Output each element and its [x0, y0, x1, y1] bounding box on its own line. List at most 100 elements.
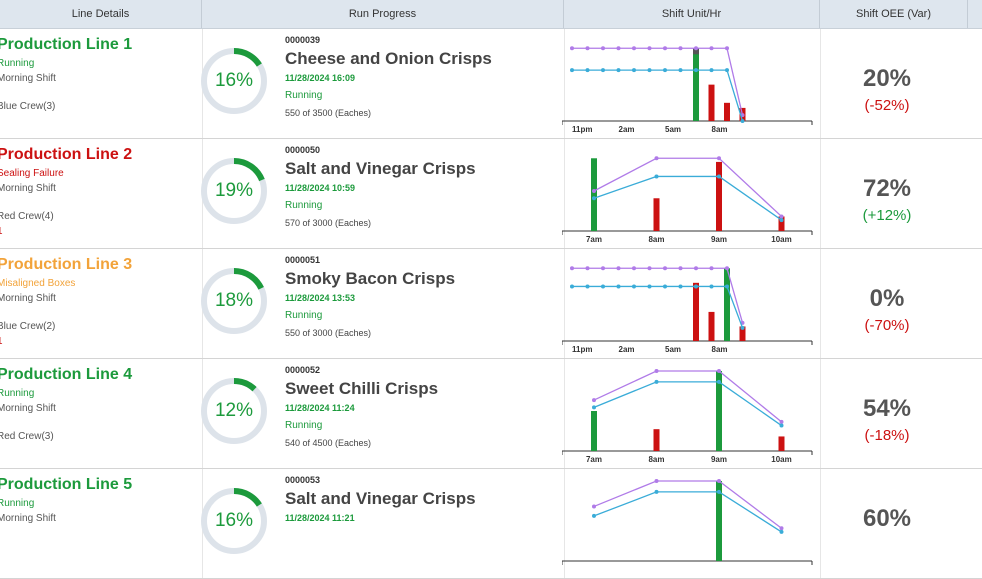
target-line-point [678, 266, 683, 271]
x-tick-label: 7am [586, 455, 602, 464]
x-tick-label: 10am [771, 235, 791, 244]
progress-ring-fill [201, 158, 267, 224]
x-tick-label: 8am [648, 235, 664, 244]
table-row[interactable]: Production Line 4 Running Morning Shift Red… [0, 359, 982, 469]
actual-line [572, 285, 744, 329]
x-tick-label: 11pm [572, 345, 592, 354]
unit-bar [739, 326, 746, 341]
x-tick-label: 8am [712, 125, 728, 134]
target-line [593, 370, 782, 423]
x-tick-label: 5am [665, 125, 681, 134]
table-row[interactable]: Production Line 1 Running Morning Shift Blu… [0, 29, 982, 139]
unit-bar [716, 161, 722, 231]
x-tick-label: 8am [712, 345, 728, 354]
actual-line-point [654, 489, 659, 494]
table-row[interactable]: Production Line 2 Sealing Failure Morning … [0, 139, 982, 249]
column-divider [820, 469, 821, 578]
unit-bar [724, 102, 730, 121]
actual-line-point [632, 284, 636, 289]
line-name[interactable]: Production Line 4 [0, 366, 133, 383]
column-divider [564, 359, 565, 468]
run-status: Running [285, 420, 323, 431]
run-start-time: 11/28/2024 13:53 [285, 293, 356, 303]
column-header-shift-oee[interactable]: Shift OEE (Var) [820, 0, 968, 28]
unit-bar [724, 268, 730, 341]
target-line-point [592, 504, 596, 509]
shift-oee: 0% [869, 285, 905, 312]
unit-per-hour-chart: 11pm 2am 5am 8am [562, 266, 813, 354]
product-name[interactable]: Salt and Vinegar Crisps [285, 489, 476, 508]
actual-line-point [694, 68, 698, 73]
table-row[interactable]: Production Line 5 Running Morning Shift 16%… [0, 469, 982, 579]
actual-line [593, 175, 782, 221]
run-quantity: 540 of 4500 (Eaches) [285, 438, 372, 448]
shift-oee: 20% [862, 65, 912, 92]
progress-ring [201, 378, 267, 444]
shift-oee: 54% [862, 395, 912, 422]
column-header-shift-unit-hr[interactable]: Shift Unit/Hr [564, 0, 820, 28]
actual-line [572, 69, 744, 122]
column-divider [564, 469, 565, 578]
product-name[interactable]: Salt and Vinegar Crisps [285, 159, 476, 178]
target-line-point [779, 526, 784, 531]
target-line-point [585, 266, 590, 271]
target-line-point [725, 46, 729, 51]
product-name[interactable]: Smoky Bacon Crisps [285, 269, 456, 288]
actual-line-point [601, 284, 605, 289]
run-status: Running [285, 90, 323, 101]
actual-line-point [779, 423, 784, 428]
column-divider [820, 249, 821, 358]
actual-line-point [585, 68, 590, 73]
x-tick-label: 2am [619, 125, 635, 134]
job-number: 0000051 [285, 255, 321, 265]
line-name[interactable]: Production Line 1 [0, 36, 133, 53]
target-line [593, 157, 782, 217]
unit-bar [716, 371, 722, 451]
line-shift: Morning Shift [0, 513, 56, 524]
x-tick-label: 7am [586, 235, 602, 244]
table-row[interactable]: Production Line 3 Misaligned Boxes Morning… [0, 249, 982, 359]
run-start-time: 11/28/2024 11:24 [285, 403, 355, 413]
target-line-point [694, 46, 698, 51]
target-line-point [663, 46, 667, 51]
job-number: 0000052 [285, 365, 321, 375]
unit-bar [693, 48, 699, 121]
progress-percent: 18% [214, 290, 254, 311]
line-name[interactable]: Production Line 3 [0, 256, 133, 273]
actual-line [593, 491, 782, 533]
table-header: Line Details Run Progress Shift Unit/Hr … [0, 0, 982, 29]
column-header-line-details[interactable]: Line Details [0, 0, 202, 28]
progress-ring-fill [201, 378, 267, 444]
target-line-point [663, 266, 667, 271]
target-line-point [717, 369, 721, 373]
product-name[interactable]: Cheese and Onion Crisps [285, 49, 492, 68]
target-line-point [647, 46, 652, 51]
run-quantity: 550 of 3500 (Eaches) [285, 108, 372, 118]
job-number: 0000053 [285, 475, 321, 485]
column-header-run-progress[interactable]: Run Progress [202, 0, 564, 28]
unit-bar [778, 436, 785, 451]
target-line-point [601, 266, 605, 271]
unit-bar [693, 282, 699, 341]
actual-line-point [585, 284, 590, 289]
progress-percent: 12% [214, 400, 254, 421]
actual-line-point [654, 174, 659, 179]
unit-per-hour-chart: 7am 8am 9am 10am [562, 156, 813, 244]
actual-line-point [570, 68, 574, 73]
job-number: 0000050 [285, 145, 321, 155]
actual-line-point [717, 489, 721, 494]
line-name[interactable]: Production Line 2 [0, 146, 133, 163]
product-name[interactable]: Sweet Chilli Crisps [285, 379, 439, 398]
actual-line-point [616, 68, 621, 73]
target-line-point [592, 189, 596, 193]
line-status: Running [0, 498, 35, 509]
target-line-point [570, 266, 574, 271]
x-tick-label: 10am [771, 455, 791, 464]
actual-line-point [740, 325, 745, 330]
progress-ring [201, 268, 267, 334]
line-name[interactable]: Production Line 5 [0, 476, 133, 493]
target-line-point [632, 266, 636, 271]
oee-variance: (-18%) [864, 427, 910, 444]
x-tick-label: 8am [648, 455, 664, 464]
unit-per-hour-chart: 7am 8am 9am 10am [562, 369, 813, 464]
